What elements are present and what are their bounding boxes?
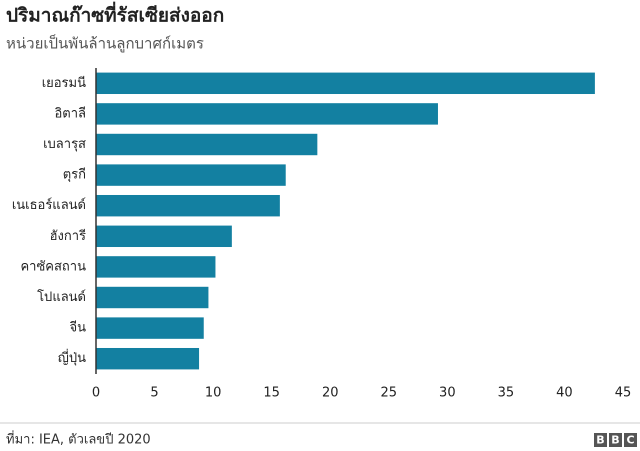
source: ที่มา: IEA, ตัวเลขปี 2020 xyxy=(6,431,151,448)
bar xyxy=(96,225,232,248)
y-tick-label: โปแลนด์ xyxy=(37,289,86,305)
logo-block xyxy=(594,433,607,447)
x-tick-label: 30 xyxy=(439,386,456,401)
x-tick-label: 40 xyxy=(556,386,573,401)
x-tick-label: 20 xyxy=(322,386,339,401)
x-tick-label: 10 xyxy=(205,386,222,401)
bar xyxy=(96,194,280,217)
y-tick-label: เนเธอร์แลนด์ xyxy=(12,197,86,213)
y-tick-label: ญี่ปุ่น xyxy=(58,349,86,366)
logo-letter: B xyxy=(596,434,604,447)
bar xyxy=(96,256,216,278)
y-tick-label: เบลารุส xyxy=(43,137,86,152)
x-tick-label: 45 xyxy=(615,386,632,401)
bar xyxy=(96,347,200,370)
bar xyxy=(96,103,438,125)
bar xyxy=(96,72,595,95)
bar xyxy=(96,317,204,339)
x-tick-label: 5 xyxy=(150,386,158,401)
logo-letter: B xyxy=(611,434,619,447)
y-tick-label: จีน xyxy=(69,320,86,336)
chart-subtitle: หน่วยเป็นพันล้านลูกบาศก์เมตร xyxy=(6,34,204,53)
logo-block xyxy=(624,433,637,447)
y-tick-label: ฮังการี xyxy=(50,228,86,244)
y-tick-label: ตุรกี xyxy=(63,167,86,183)
x-tick-label: 0 xyxy=(92,386,100,401)
y-tick-label: เยอรมนี xyxy=(42,75,86,91)
x-tick-label: 35 xyxy=(498,386,515,401)
y-tick-label: คาซัคสถาน xyxy=(20,259,86,274)
logo-letter: C xyxy=(626,434,634,447)
logo-block xyxy=(609,433,622,447)
y-tick-label: อิตาลี xyxy=(54,105,86,121)
bar xyxy=(96,133,318,156)
chart-title: ปริมาณก๊าซที่รัสเซียส่งออก xyxy=(6,2,224,27)
x-tick-label: 15 xyxy=(263,386,280,401)
x-tick-label: 25 xyxy=(381,386,398,401)
bar xyxy=(96,286,209,309)
bar xyxy=(96,164,286,186)
